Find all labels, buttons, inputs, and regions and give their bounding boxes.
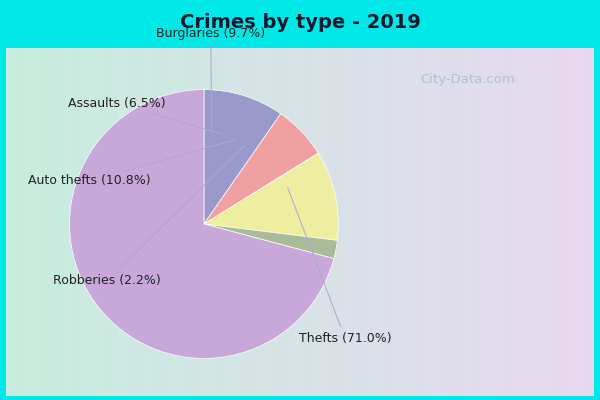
Wedge shape — [204, 114, 318, 224]
Text: Assaults (6.5%): Assaults (6.5%) — [68, 96, 222, 134]
Text: Thefts (71.0%): Thefts (71.0%) — [287, 188, 391, 345]
Text: Burglaries (9.7%): Burglaries (9.7%) — [156, 27, 265, 130]
Text: Crimes by type - 2019: Crimes by type - 2019 — [179, 12, 421, 32]
Wedge shape — [204, 90, 281, 224]
Text: Robberies (2.2%): Robberies (2.2%) — [53, 145, 245, 287]
Text: City-Data.com: City-Data.com — [421, 74, 515, 86]
Wedge shape — [204, 224, 337, 258]
Text: Auto thefts (10.8%): Auto thefts (10.8%) — [28, 140, 235, 188]
Wedge shape — [204, 153, 338, 240]
Wedge shape — [70, 90, 334, 358]
